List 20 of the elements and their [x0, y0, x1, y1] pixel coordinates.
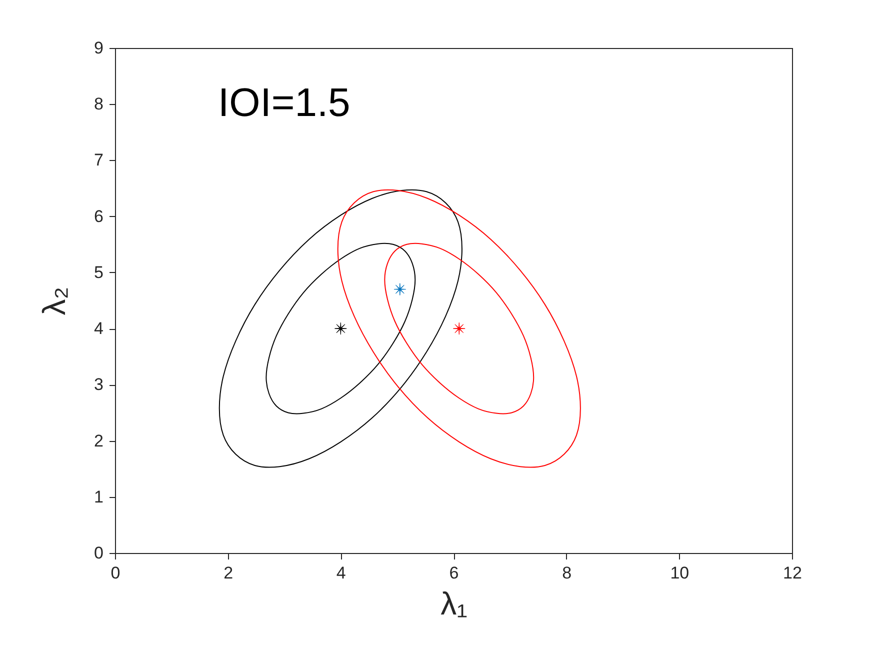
y-tick-label: 0 — [94, 544, 104, 562]
x-tick-label: 0 — [110, 564, 120, 582]
y-tick-label: 8 — [94, 94, 104, 114]
x-tick-label: 6 — [449, 564, 459, 582]
x-tick-label: 10 — [670, 564, 690, 582]
x-axis-title: λ₁ — [440, 586, 468, 622]
annotation: IOI=1.5 — [218, 81, 350, 125]
y-tick-label: 1 — [94, 487, 104, 506]
x-tick-label: 12 — [783, 564, 802, 582]
y-tick-label: 7 — [94, 150, 104, 170]
y-tick-label: 2 — [94, 431, 104, 450]
x-tick-label: 4 — [336, 564, 346, 582]
y-tick-label: 3 — [94, 375, 104, 394]
y-tick-label: 4 — [94, 319, 104, 338]
y-tick-label: 9 — [94, 38, 104, 58]
y-axis-title: λ₂ — [36, 286, 72, 316]
x-tick-label: 8 — [562, 564, 572, 582]
y-tick-label: 6 — [94, 206, 104, 226]
x-tick-label: 2 — [224, 564, 234, 582]
y-tick-label: 5 — [94, 262, 104, 282]
